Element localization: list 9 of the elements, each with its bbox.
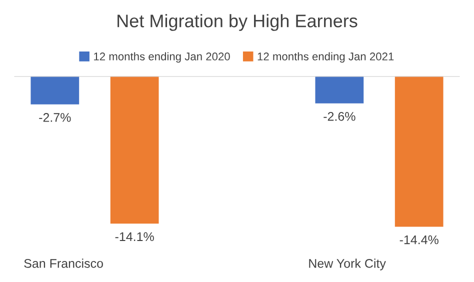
chart-title: Net Migration by High Earners [118, 14, 358, 31]
data-label: -2.6% [324, 112, 356, 121]
data-label: -14.4% [400, 235, 438, 244]
x-tick-label: New York City [309, 258, 386, 270]
data-label: -2.7% [39, 113, 71, 122]
legend-label: 12 months ending Jan 2020 [94, 52, 230, 63]
x-tick-label: San Francisco [24, 258, 103, 268]
legend-label: 12 months ending Jan 2021 [258, 52, 394, 63]
data-label: -14.1% [115, 232, 154, 242]
